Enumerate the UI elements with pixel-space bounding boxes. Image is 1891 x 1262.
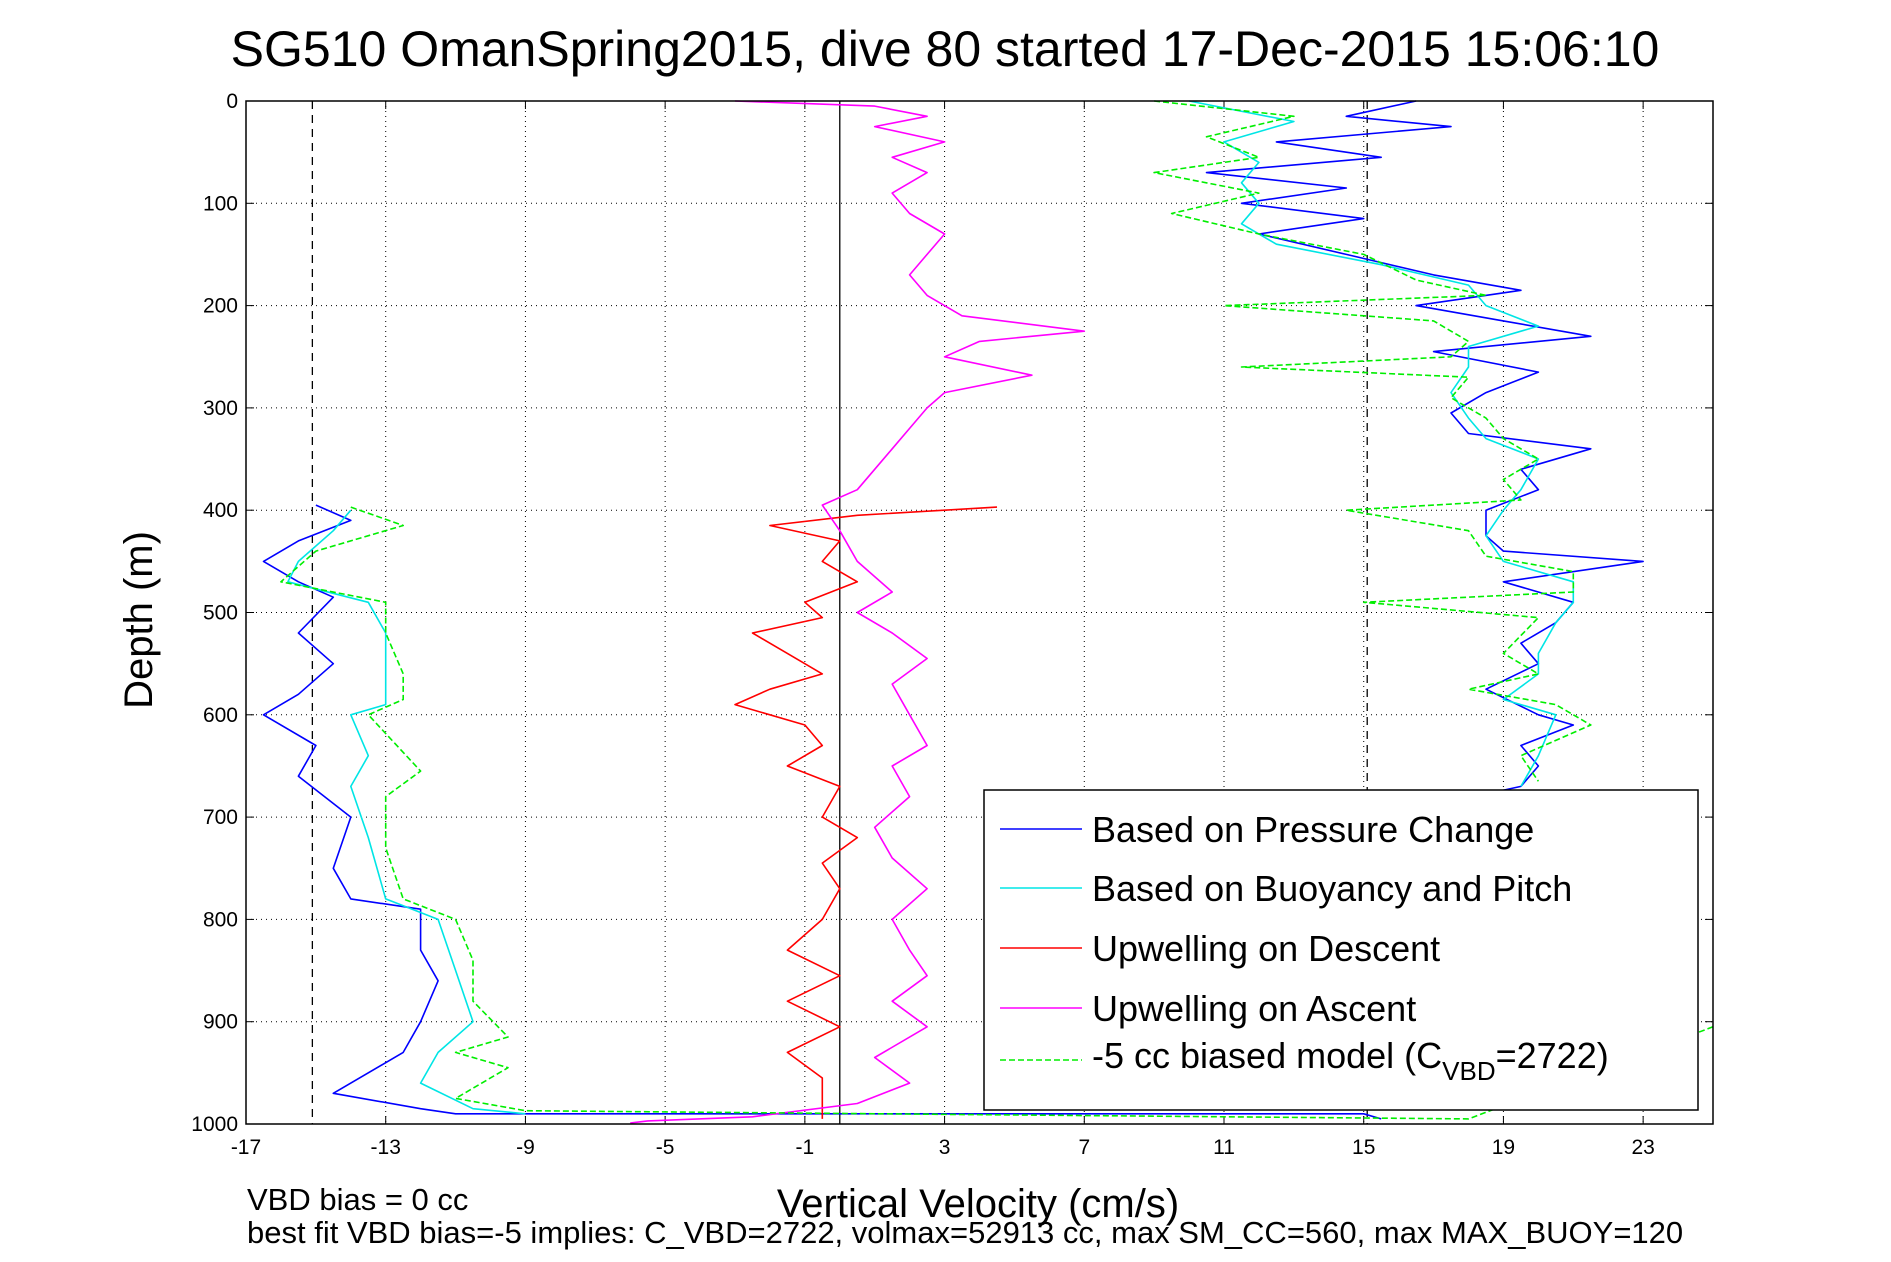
- data-series: [262, 100, 1714, 1124]
- legend-swatches: [1000, 828, 1082, 1061]
- x-tick-label: -9: [516, 1136, 535, 1159]
- x-tick-labels: -17 -13 -9 -5 -1 3 7 11 15 19 23: [231, 1136, 1655, 1159]
- y-tick-label: 300: [203, 397, 238, 420]
- series-line-3: [734, 506, 998, 1119]
- y-tick-label: 100: [203, 192, 238, 215]
- y-axis-label: Depth (m): [117, 531, 161, 709]
- legend-label-pressure: Based on Pressure Change: [1092, 809, 1534, 850]
- series-line-5: [280, 100, 1714, 1120]
- chart-title: SG510 OmanSpring2015, dive 80 started 17…: [231, 21, 1660, 77]
- legend-label-ascent: Upwelling on Ascent: [1092, 988, 1416, 1029]
- y-tick-label: 600: [203, 704, 238, 727]
- x-tick-label: 7: [1078, 1136, 1090, 1159]
- y-tick-label: 200: [203, 295, 238, 318]
- legend: Based on Pressure Change Based on Buoyan…: [983, 789, 1699, 1111]
- x-tick-label: 15: [1352, 1136, 1375, 1159]
- y-tick-label: 1000: [191, 1113, 238, 1136]
- x-tick-label: -1: [796, 1136, 815, 1159]
- legend-box: [983, 789, 1699, 1111]
- y-tick-label: 700: [203, 806, 238, 829]
- y-tick-label: 800: [203, 908, 238, 931]
- x-tick-label: 11: [1213, 1136, 1235, 1159]
- x-tick-label: 23: [1631, 1136, 1654, 1159]
- vbd-bias-note: VBD bias = 0 cc: [247, 1182, 468, 1217]
- x-axis-label: Vertical Velocity (cm/s): [777, 1182, 1179, 1226]
- series-line-2: [287, 100, 1575, 1115]
- x-tick-label: -13: [371, 1136, 401, 1159]
- x-tick-label: -5: [656, 1136, 675, 1159]
- series-line-1: [262, 100, 1644, 1120]
- y-tick-labels: 0 100 200 300 400 500 600 700 800 900 1000: [191, 90, 238, 1136]
- best-fit-note: best fit VBD bias=-5 implies: C_VBD=2722…: [247, 1215, 1683, 1250]
- legend-label-descent: Upwelling on Descent: [1092, 928, 1440, 969]
- series-line-4: [630, 100, 1086, 1124]
- reference-lines: [311, 101, 1368, 1124]
- y-tick-label: 900: [203, 1011, 238, 1034]
- y-tick-label: 0: [226, 90, 238, 113]
- x-tick-label: 3: [939, 1136, 951, 1159]
- x-tick-label: 19: [1492, 1136, 1515, 1159]
- x-tick-label: -17: [231, 1136, 261, 1159]
- legend-label-buoyancy: Based on Buoyancy and Pitch: [1092, 868, 1572, 909]
- plot-frame: [245, 100, 1714, 1125]
- y-tick-label: 500: [203, 602, 238, 625]
- y-tick-label: 400: [203, 499, 238, 522]
